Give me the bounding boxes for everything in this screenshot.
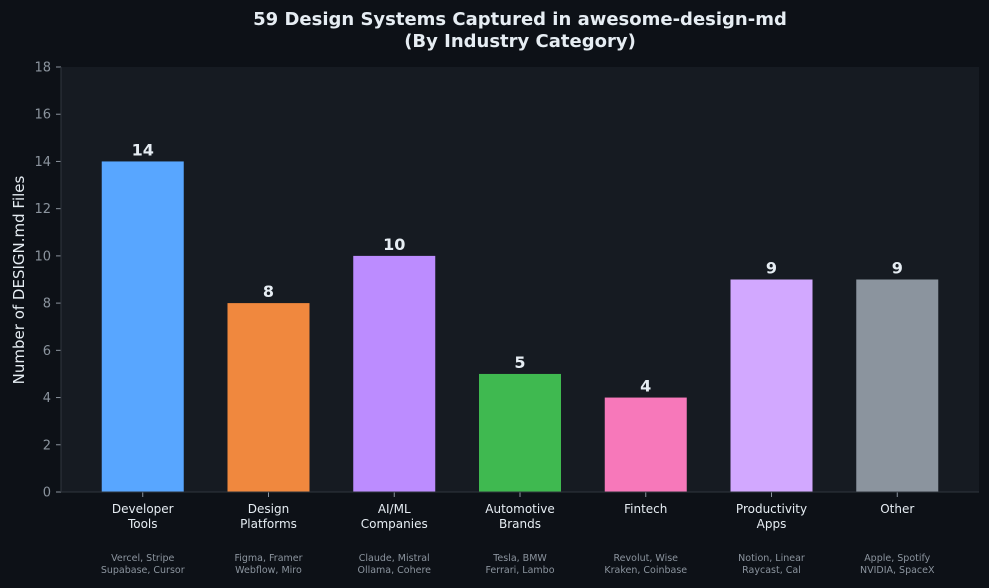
x-tick-label: Other (880, 502, 914, 516)
category-examples-label: Ferrari, Lambo (485, 565, 554, 576)
y-tick-label: 0 (43, 486, 51, 501)
x-tick-label: AI/ML (378, 502, 411, 516)
x-tick-label: Apps (757, 517, 787, 531)
bar (101, 161, 184, 492)
y-axis-label: Number of DESIGN.md Files (10, 175, 28, 384)
chart-subtitle: (By Industry Category) (404, 31, 636, 52)
bar (604, 397, 687, 492)
y-tick-label: 16 (34, 108, 51, 123)
x-tick-label: Productivity (736, 502, 807, 516)
y-tick-label: 8 (43, 297, 51, 312)
category-examples-label: NVIDIA, SpaceX (860, 565, 935, 576)
category-examples-label: Raycast, Cal (742, 565, 801, 576)
bar-value-label: 10 (383, 235, 405, 254)
x-tick-label: Fintech (624, 502, 667, 516)
category-examples-label: Supabase, Cursor (101, 565, 185, 576)
y-tick-label: 18 (34, 61, 51, 76)
bar-value-label: 9 (766, 259, 777, 278)
category-examples-label: Kraken, Coinbase (604, 565, 687, 576)
category-examples-label: Notion, Linear (738, 553, 805, 564)
bar (227, 303, 310, 492)
y-tick-label: 4 (43, 391, 51, 406)
y-tick-label: 14 (34, 155, 51, 170)
bar (856, 279, 939, 492)
category-examples-label: Webflow, Miro (235, 565, 302, 576)
x-tick-label: Brands (499, 517, 541, 531)
category-examples-label: Ollama, Cohere (357, 565, 431, 576)
bar (730, 279, 813, 492)
x-tick-label: Design (248, 502, 289, 516)
bar (479, 373, 561, 492)
bar-value-label: 9 (892, 259, 903, 278)
bar (353, 255, 436, 492)
x-tick-label: Platforms (240, 517, 297, 531)
y-tick-label: 6 (43, 344, 51, 359)
bar-value-label: 8 (263, 282, 274, 301)
category-examples-label: Revolut, Wise (614, 553, 679, 564)
bar-value-label: 5 (514, 353, 525, 372)
x-tick-label: Developer (112, 502, 174, 516)
y-tick-label: 10 (34, 249, 51, 264)
category-examples-label: Figma, Framer (234, 553, 302, 564)
category-examples-label: Claude, Mistral (359, 553, 430, 564)
y-tick-label: 2 (43, 438, 51, 453)
chart-title: 59 Design Systems Captured in awesome-de… (253, 9, 787, 30)
bar-value-label: 14 (132, 140, 154, 159)
x-tick-label: Automotive (485, 502, 554, 516)
bar-value-label: 4 (640, 377, 651, 396)
x-tick-label: Companies (361, 517, 428, 531)
y-tick-label: 12 (34, 202, 51, 217)
category-examples-label: Tesla, BMW (492, 553, 547, 564)
category-examples-label: Apple, Spotify (864, 553, 930, 564)
x-tick-label: Tools (127, 517, 158, 531)
category-examples-label: Vercel, Stripe (111, 553, 174, 564)
